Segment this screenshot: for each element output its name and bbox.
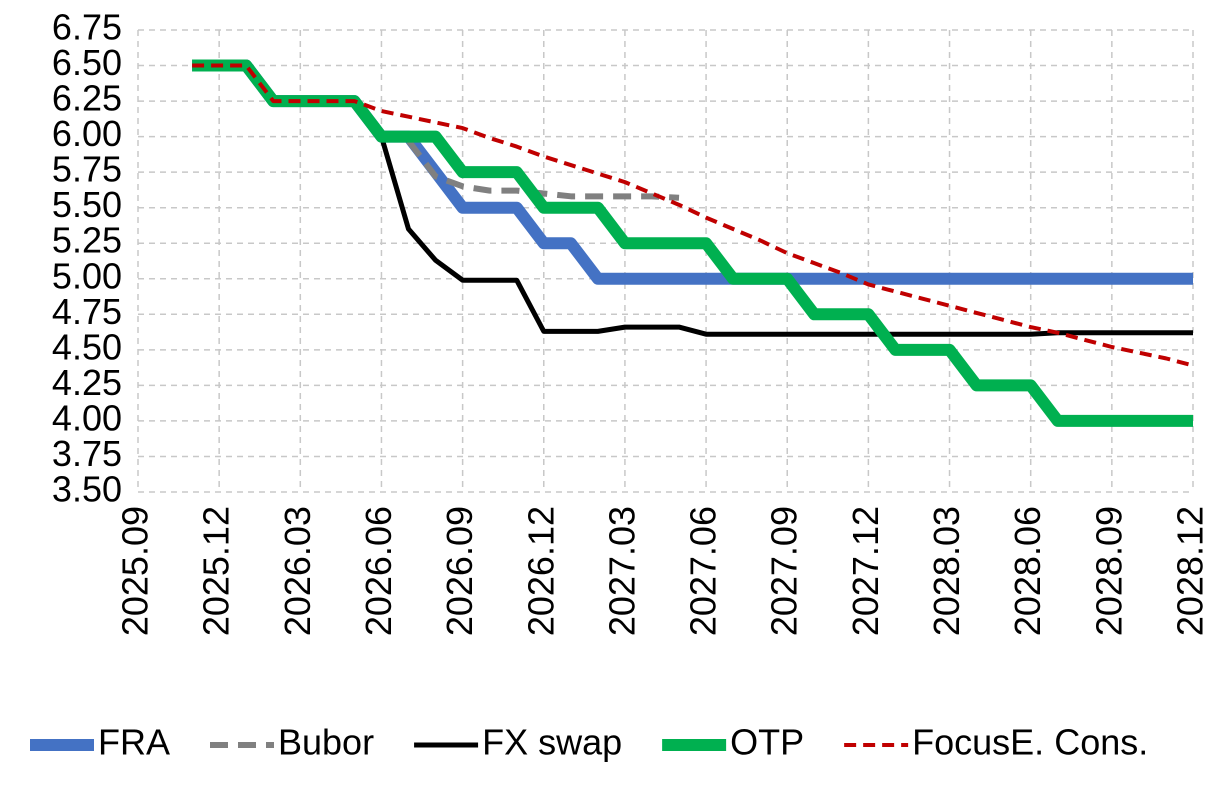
legend-entry: Bubor — [210, 722, 374, 763]
y-tick-label: 4.25 — [52, 362, 122, 403]
x-tick-label: 2027.12 — [845, 506, 886, 636]
y-tick-label: 6.75 — [52, 7, 122, 48]
y-tick-label: 5.75 — [52, 149, 122, 190]
y-tick-label: 5.50 — [52, 184, 122, 225]
x-tick-label: 2028.06 — [1007, 506, 1048, 636]
legend-entry: FRA — [30, 722, 170, 763]
x-tick-label: 2026.06 — [358, 506, 399, 636]
legend-entry: FX swap — [414, 722, 622, 763]
x-tick-label: 2026.03 — [277, 506, 318, 636]
x-tick-label: 2027.03 — [601, 506, 642, 636]
legend-label: FX swap — [482, 722, 622, 763]
legend-label: FRA — [98, 722, 170, 763]
x-tick-label: 2028.12 — [1170, 506, 1211, 636]
x-tick-label: 2026.12 — [520, 506, 561, 636]
legend-entry: OTP — [662, 722, 804, 763]
x-tick-label: 2025.09 — [115, 506, 156, 636]
y-tick-label: 6.50 — [52, 42, 122, 83]
line-series — [192, 63, 1194, 368]
x-tick-label: 2027.06 — [683, 506, 724, 636]
legend-entry: FocusE. Cons. — [844, 722, 1148, 763]
y-tick-label: 6.25 — [52, 78, 122, 119]
y-tick-label: 5.25 — [52, 220, 122, 261]
line-series — [192, 59, 1193, 427]
legend-label: OTP — [730, 722, 804, 763]
y-tick-label: 5.00 — [52, 255, 122, 296]
y-tick-label: 4.00 — [52, 397, 122, 438]
x-tick-label: 2028.03 — [926, 506, 967, 636]
x-tick-label: 2027.09 — [764, 506, 805, 636]
y-tick-label: 3.50 — [52, 469, 122, 510]
x-tick-label: 2028.09 — [1088, 506, 1129, 636]
x-tick-label: 2025.12 — [196, 506, 237, 636]
y-tick-label: 4.75 — [52, 291, 122, 332]
x-tick-label: 2026.09 — [439, 506, 480, 636]
y-tick-label: 4.50 — [52, 326, 122, 367]
y-tick-label: 3.75 — [52, 433, 122, 474]
y-tick-label: 6.00 — [52, 113, 122, 154]
legend-label: Bubor — [278, 722, 374, 763]
legend-label: FocusE. Cons. — [912, 722, 1148, 763]
